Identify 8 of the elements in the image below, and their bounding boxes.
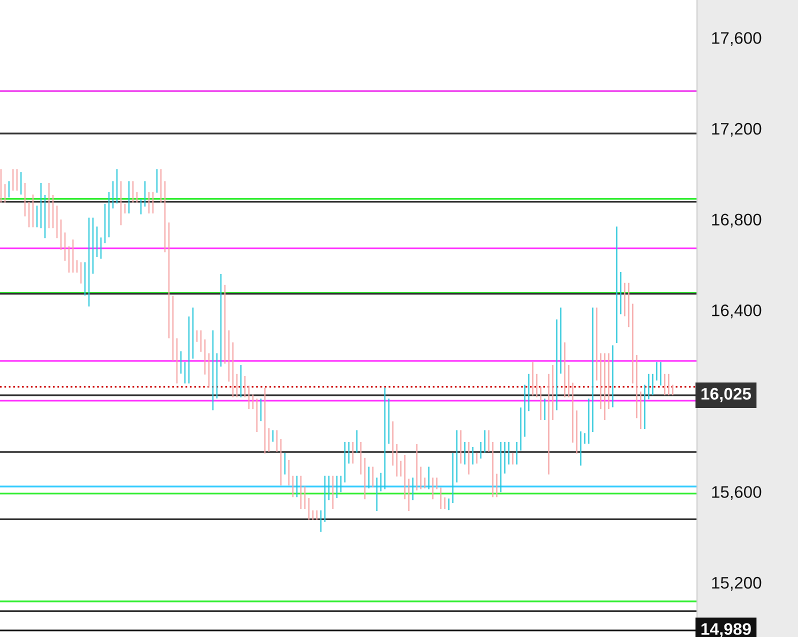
ref-line-label: 16,025 [702,388,751,402]
y-tick-label: 15,600 [712,486,762,500]
y-tick-label: 16,800 [712,214,762,228]
y-tick-label: 15,200 [712,576,762,591]
ref-line-label: 14,989 [702,623,751,637]
y-tick-label: 17,600 [712,32,762,46]
y-tick-label: 16,400 [712,304,762,318]
y-tick-label: 17,200 [712,122,762,137]
